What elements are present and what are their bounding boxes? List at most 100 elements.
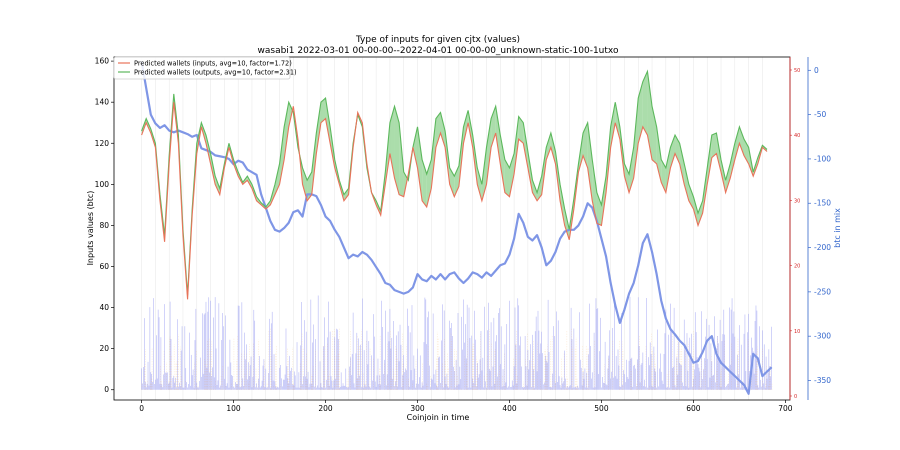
x-tick-label: 700	[778, 404, 793, 413]
fill-gain	[730, 143, 735, 179]
fill-gain	[343, 188, 349, 201]
y3-tick-label: 10	[794, 329, 800, 335]
fill-gain	[652, 106, 657, 164]
fill-gain	[320, 98, 326, 123]
fill-gain	[587, 122, 593, 201]
y3-tick-label: 20	[794, 264, 800, 270]
fill-gain	[454, 165, 459, 197]
y-tick-label: 60	[99, 262, 109, 271]
fill-gain	[638, 81, 643, 144]
fill-gain	[311, 132, 317, 195]
fill-gain	[274, 163, 280, 195]
y3-tick-label: 0	[794, 394, 797, 400]
fill-gain	[537, 176, 542, 201]
plot-area	[141, 57, 763, 400]
fill-gain	[477, 167, 482, 201]
x-tick-label: 200	[318, 404, 333, 413]
y-tick-label: 0	[104, 385, 109, 394]
x-axis-label: Coinjoin in time	[407, 413, 470, 422]
series-btc-in-mix	[140, 61, 773, 395]
fill-gain	[394, 106, 400, 195]
fill-gain	[514, 116, 519, 175]
y2-tick-label: -150	[814, 199, 831, 208]
x-tick-label: 500	[594, 404, 609, 413]
fill-layer	[141, 71, 768, 300]
x-tick-label: 400	[502, 404, 517, 413]
fill-gain	[688, 184, 694, 209]
y2-tick-label: -350	[814, 376, 831, 385]
fill-gain	[647, 71, 653, 160]
x-tick-label: 100	[226, 404, 241, 413]
fill-gain	[486, 118, 492, 185]
series-inputs	[141, 102, 768, 300]
y-tick-label: 80	[99, 221, 109, 230]
y3-tick-label: 50	[794, 68, 800, 74]
y-tick-label: 100	[95, 180, 110, 189]
fill-gain	[734, 126, 740, 160]
lines-layer	[140, 61, 773, 395]
fill-gain	[440, 112, 446, 148]
fill-gain	[412, 126, 418, 168]
fill-gain	[495, 106, 501, 164]
fill-gain	[596, 192, 602, 226]
fill-gain	[656, 126, 662, 183]
series-outputs	[141, 69, 768, 296]
x-tick-label: 300	[410, 404, 425, 413]
y2-tick-label: -50	[814, 110, 826, 119]
fill-gain	[698, 200, 703, 226]
fill-gain	[302, 167, 308, 201]
fill-gain	[560, 184, 565, 226]
fill-gain	[583, 122, 588, 168]
y3-tick-label: 40	[794, 133, 800, 139]
y-tick-label: 40	[99, 303, 109, 312]
fill-gain	[721, 159, 726, 193]
fill-gain	[546, 132, 551, 160]
fill-gain	[284, 102, 289, 160]
fill-gain	[592, 159, 597, 224]
bars-layer	[141, 295, 773, 390]
fill-gain	[610, 102, 616, 148]
fill-gain	[389, 106, 395, 179]
fill-gain	[642, 71, 648, 136]
fill-gain	[523, 122, 528, 168]
fill-gain	[693, 196, 699, 226]
fill-gain	[679, 143, 685, 185]
y-tick-label: 120	[95, 139, 110, 148]
fill-gain	[684, 163, 689, 201]
fill-gain	[739, 126, 745, 156]
x-tick-label: 0	[139, 404, 144, 413]
fill-gain	[550, 132, 556, 164]
y2-tick-label: -200	[814, 243, 831, 252]
fill-gain	[463, 110, 469, 144]
fill-gain	[325, 98, 331, 144]
y-tick-label: 160	[95, 57, 110, 66]
legend-box	[113, 56, 291, 80]
fill-gain	[624, 163, 630, 193]
legend: Predicted wallets (inputs, avg=10, facto…	[113, 56, 297, 80]
axes-layer: 0 100 200 300 400 500 600 700020406080100120140…	[95, 56, 831, 413]
y-tick-label: 20	[99, 344, 109, 353]
fill-gain	[518, 116, 524, 144]
x-tick-label: 600	[686, 404, 701, 413]
fill-gain	[725, 163, 731, 193]
legend-label-inputs: Predicted wallets (inputs, avg=10, facto…	[134, 60, 292, 68]
y2-tick-label: 0	[814, 66, 819, 75]
fill-gain	[601, 176, 607, 226]
fill-gain	[504, 159, 510, 197]
fill-gain	[316, 102, 321, 154]
y2-tick-label: -300	[814, 332, 831, 341]
fill-gain	[279, 126, 285, 185]
chart-subtitle: wasabi1 2022-03-01 00-00-00--2022-04-01 …	[258, 46, 619, 56]
y-tick-label: 140	[95, 98, 110, 107]
fill-gain	[468, 110, 473, 148]
fill-gain	[399, 122, 404, 197]
fill-gain	[670, 135, 676, 168]
chart-title: Type of inputs for given cjtx (values)	[355, 35, 520, 45]
fill-gain	[417, 126, 423, 201]
fill-gain	[665, 147, 671, 193]
fill-gain	[431, 118, 436, 189]
fill-gain	[532, 180, 538, 201]
fill-gain	[435, 112, 441, 148]
fill-gain	[633, 98, 639, 179]
